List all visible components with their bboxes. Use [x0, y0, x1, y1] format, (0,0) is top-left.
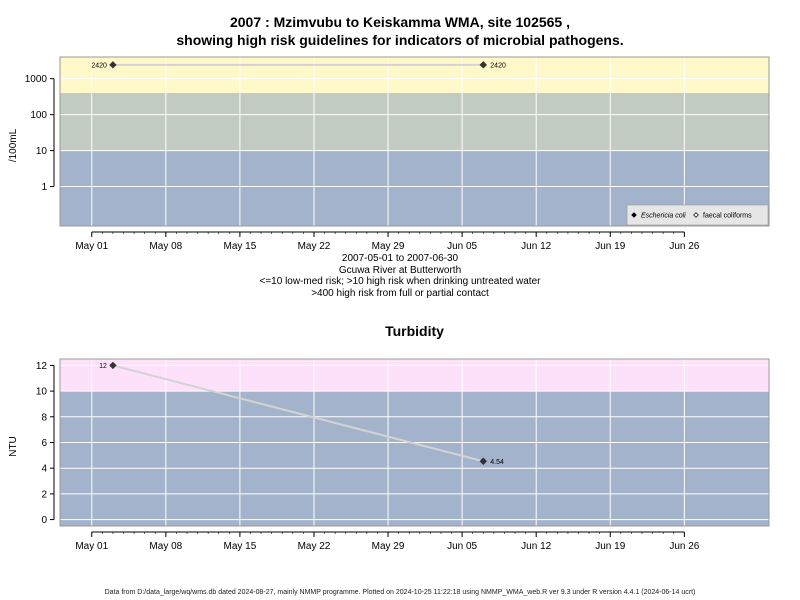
panel-1-x-tick-label-2: May 08 [149, 241, 182, 252]
caption-block: 2007-05-01 to 2007-06-30 Gcuwa River at … [0, 253, 800, 299]
panel-2-data-point-2 [479, 457, 487, 465]
panel-1-band-3 [60, 57, 769, 93]
panel-2-x-tick-label-7: Jun 12 [521, 541, 551, 552]
panel-1-x-tick-label-8: Jun 19 [595, 241, 625, 252]
panel-2-y-tick-label-4: 6 [41, 438, 47, 449]
panel-2-band-2 [60, 359, 769, 392]
caption-guideline-contact: >400 high risk from full or partial cont… [311, 287, 489, 299]
panel-2-y-tick-label-2: 2 [41, 489, 47, 500]
panel-2-x-tick-label-3: May 15 [223, 541, 256, 552]
panel-1-band-2 [60, 92, 769, 151]
panel-1-frame [59, 56, 770, 227]
panel-1-data-label-2: 2420 [490, 62, 506, 69]
panel-1-legend-label-2: faecal coliforms [703, 213, 752, 220]
panel-2-series-1-line [112, 364, 484, 463]
panel-2-x-tick-label-2: May 08 [149, 541, 182, 552]
footer-note: Data from D:/data_large/wq/wms.db dated … [104, 589, 696, 596]
panel-2-y-tick-label-3: 4 [41, 464, 47, 475]
panel-1-y-tick-label-4: 1000 [25, 74, 48, 85]
panel-2-data-label-1: 12 [99, 363, 107, 370]
panel-1-data-point-2 [479, 61, 487, 69]
panel-1-legend-label-1: Eschericia coli [641, 213, 686, 220]
chart-title-line-2: showing high risk guidelines for indicat… [176, 32, 624, 48]
caption-date-range: 2007-05-01 to 2007-06-30 [341, 253, 459, 264]
panel-1-x-tick-label-6: Jun 05 [447, 241, 477, 252]
panel-2-y-tick-label-7: 12 [36, 361, 48, 372]
panel-2-band-1 [60, 391, 769, 526]
panel-1-x-tick-label-4: May 22 [298, 241, 331, 252]
panel-2-data-label-2: 4.54 [490, 459, 504, 466]
panel-1-x-tick-label-9: Jun 26 [669, 241, 699, 252]
panel-2-x-tick-label-9: Jun 26 [669, 541, 699, 552]
caption-guideline-drinking: <=10 low-med risk; >10 high risk when dr… [259, 276, 541, 287]
panel-2-x-tick-label-8: Jun 19 [595, 541, 625, 552]
panel-2-x-tick-label-6: Jun 05 [447, 541, 477, 552]
panel-1-x-tick-label-7: Jun 12 [521, 241, 551, 252]
panel-1-y-tick-label-1: 1 [41, 182, 47, 193]
panel-1-legend-marker-1 [631, 212, 637, 218]
chart-title-line-1: 2007 : Mzimvubu to Keiskamma WMA, site 1… [229, 14, 570, 30]
caption-location: Gcuwa River at Butterworth [338, 264, 462, 276]
panel-2-data-point-1 [109, 361, 117, 370]
panel-1-data-point-1 [109, 61, 117, 69]
panel-1-x-tick-label-5: May 29 [372, 241, 405, 252]
panel-2-y-tick-label-5: 8 [41, 412, 47, 423]
panel-2-frame [59, 358, 770, 527]
panel-1-x-tick-label-3: May 15 [223, 241, 256, 252]
panel-2-y-tick-label-6: 10 [36, 387, 48, 398]
panel-1-legend-marker-2 [693, 212, 699, 218]
panel-1-y-axis-label: /100mL [8, 128, 19, 162]
panel-2-x-tick-label-4: May 22 [298, 541, 331, 552]
panel-2-x-tick-label-5: May 29 [372, 541, 405, 552]
panel-2-y-axis-label: NTU [8, 436, 19, 457]
panel-1-x-tick-label-1: May 01 [75, 241, 108, 252]
panel-1-data-label-1: 2420 [91, 62, 107, 69]
panel-1-y-tick-label-3: 100 [30, 110, 47, 121]
panel-2-x-tick-label-1: May 01 [75, 541, 108, 552]
panel-2-title: Turbidity [385, 323, 444, 339]
panel-2-y-tick-label-1: 0 [41, 515, 47, 526]
panel-1-y-tick-label-2: 10 [36, 146, 48, 157]
